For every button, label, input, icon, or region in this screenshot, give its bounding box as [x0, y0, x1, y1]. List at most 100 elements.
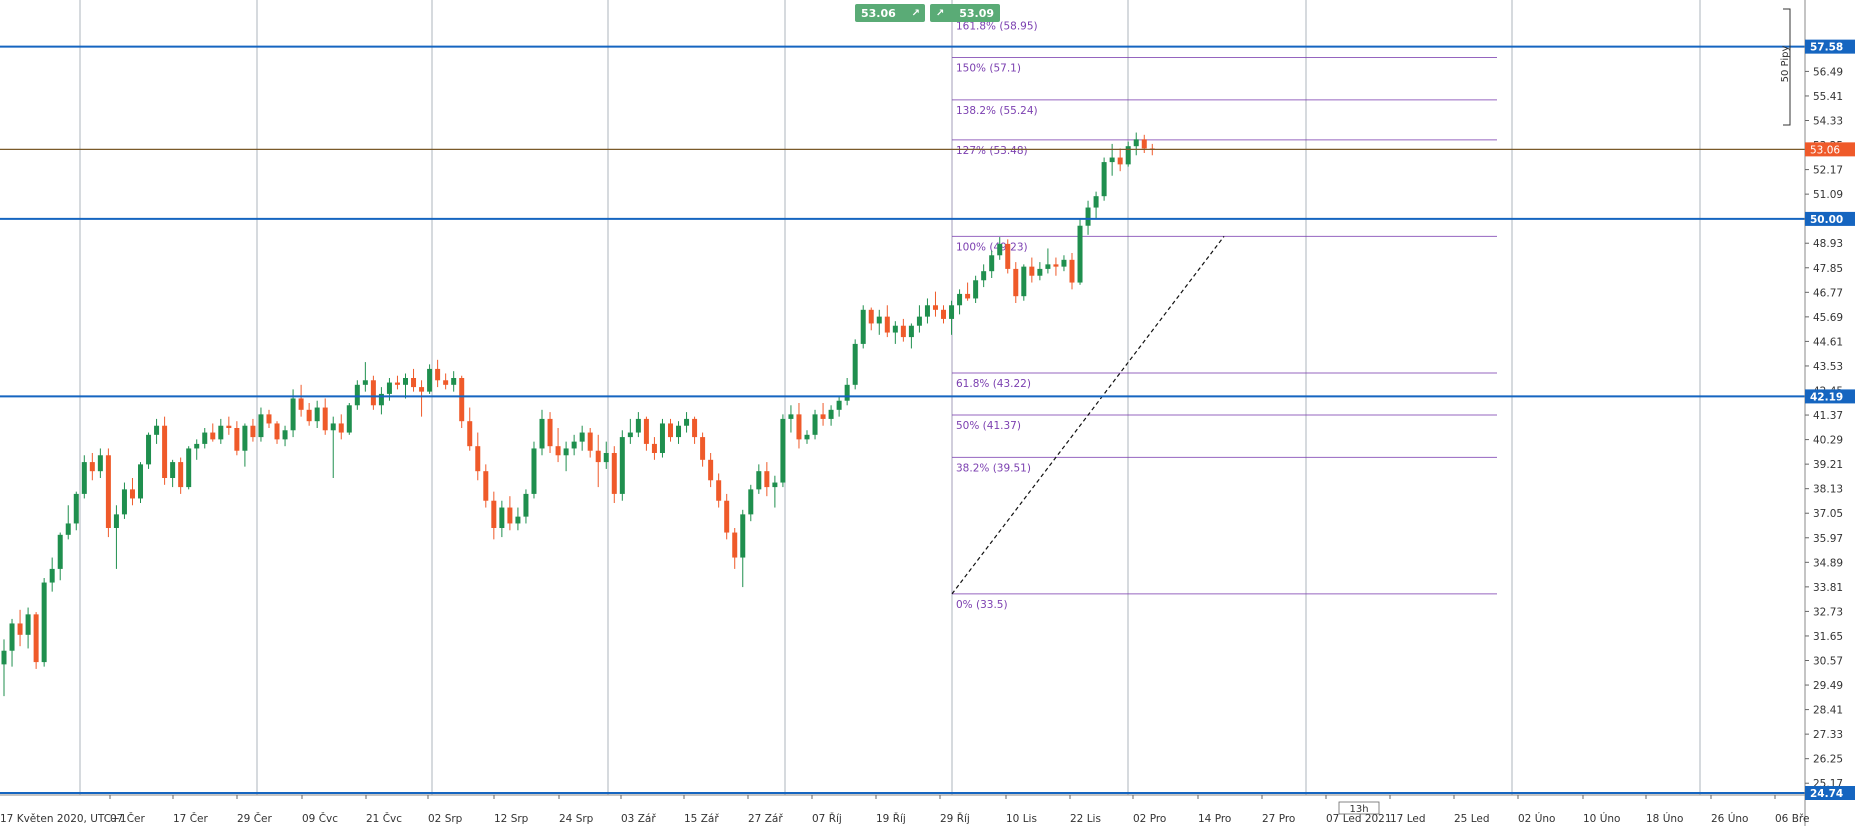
candle-body	[218, 425, 224, 440]
candle-body	[386, 382, 392, 394]
candle-body	[89, 462, 95, 472]
price-tick-label: 40.29	[1813, 435, 1843, 447]
candle-layer	[1, 132, 1155, 697]
candle-body	[9, 623, 15, 651]
candle-body	[716, 480, 722, 501]
candle-body	[419, 387, 425, 392]
candle-body	[394, 382, 400, 385]
price-axis[interactable]: 57.5856.4955.4154.3353.2552.1751.0950.00…	[1804, 0, 1855, 826]
candle-body	[860, 309, 866, 344]
price-tick-label: 33.81	[1813, 582, 1843, 594]
candle-body	[57, 534, 63, 569]
horizontal-line-price-label: 57.58	[1810, 42, 1843, 54]
candle-body	[499, 507, 505, 528]
candle-body	[772, 482, 778, 488]
trend-line[interactable]	[951, 236, 1225, 595]
candle-body	[764, 471, 770, 488]
candle-body	[635, 418, 641, 433]
buy-button[interactable]: ↗ 53.09	[930, 4, 1000, 22]
horizontal-line-price-tag	[1805, 39, 1855, 54]
candle-body	[1037, 268, 1043, 276]
candle-body	[33, 614, 39, 663]
price-tick-label: 44.61	[1813, 336, 1843, 348]
candle-body	[129, 489, 135, 499]
candle-body	[162, 425, 168, 478]
candle-body	[73, 493, 79, 524]
candle-body	[411, 378, 417, 388]
candle-body	[491, 500, 497, 528]
candle-body	[659, 423, 665, 453]
pips-measure[interactable]: 50 Pipy	[1780, 8, 1791, 126]
time-tick-label: 29 Čer	[237, 812, 272, 825]
candle-body	[1133, 139, 1139, 147]
price-tick-label: 41.37	[1813, 410, 1843, 422]
candle-body	[427, 368, 433, 392]
time-tick-label: 10 Lis	[1006, 813, 1037, 825]
price-tick-label: 34.89	[1813, 557, 1843, 569]
candle-body	[571, 441, 577, 449]
candle-body	[724, 500, 730, 533]
fib-level-label: 38.2% (39.51)	[956, 462, 1031, 474]
candle-body	[957, 293, 963, 306]
candle-body	[258, 414, 264, 438]
candle-body	[603, 453, 609, 463]
candle-timer: 13h	[1338, 801, 1380, 815]
candle-body	[908, 325, 914, 338]
candle-body	[338, 423, 344, 433]
fib-level-label: 61.8% (43.22)	[956, 378, 1031, 390]
fib-level-label: 150% (57.1)	[956, 63, 1021, 75]
time-tick-label: 10 Úno	[1583, 812, 1620, 825]
candle-timer-label: 13h	[1349, 804, 1368, 815]
price-tick-label: 32.73	[1813, 606, 1843, 618]
fib-level-label: 127% (53.48)	[956, 145, 1028, 157]
candle-body	[121, 489, 127, 515]
fib-level-label: 0% (33.5)	[956, 599, 1008, 611]
candle-body	[194, 443, 200, 449]
horizontal-line-price-tag	[1805, 211, 1855, 226]
candle-body	[740, 514, 746, 558]
price-tick-label: 28.41	[1813, 705, 1843, 717]
candle-body	[820, 414, 826, 419]
candle-body	[563, 448, 569, 456]
candle-body	[443, 380, 449, 385]
time-tick-label: 17 Čer	[173, 812, 208, 825]
candle-body	[81, 462, 87, 494]
candle-body	[483, 471, 489, 501]
candle-body	[1117, 157, 1123, 165]
price-tick-label: 43.53	[1813, 361, 1843, 373]
price-tick-label: 31.65	[1813, 631, 1843, 643]
time-tick-label: 03 Zář	[621, 813, 656, 825]
candle-body	[266, 414, 272, 424]
candle-body	[113, 514, 119, 528]
candle-body	[627, 432, 633, 438]
candle-body	[467, 421, 473, 447]
candle-body	[105, 455, 111, 528]
candle-body	[290, 398, 296, 431]
candle-body	[17, 623, 23, 635]
candle-body	[1013, 268, 1019, 297]
price-tick-label: 47.85	[1813, 263, 1843, 275]
current-price-label: 53.06	[1810, 144, 1840, 156]
fib-level-label: 138.2% (55.24)	[956, 105, 1038, 117]
candle-body	[138, 464, 144, 499]
arrow-up-right-icon: ↗	[936, 7, 945, 19]
candle-body	[643, 418, 649, 444]
candle-body	[844, 384, 850, 401]
sell-button[interactable]: 53.06 ↗	[855, 4, 925, 22]
candle-body	[1101, 162, 1107, 197]
candle-body	[949, 305, 955, 319]
horizontal-lines-layer[interactable]	[0, 45, 1805, 794]
candle-body	[226, 425, 232, 428]
trend-line-layer[interactable]	[951, 236, 1225, 595]
candle-body	[780, 418, 786, 483]
candle-body	[692, 418, 698, 438]
horizontal-line-price-label: 24.74	[1810, 788, 1843, 800]
time-axis[interactable]: 17 Květen 2020, UTC+107 Čer 17 Čer 29 Čer 0…	[0, 794, 1809, 825]
price-tick-label: 30.57	[1813, 656, 1843, 668]
fibonacci-retracement[interactable]: 0% (33.5) 38.2% (39.51) 50% (41.37) 61.8% (…	[951, 15, 1497, 611]
time-tick-label: 06 Bře	[1775, 813, 1809, 825]
candle-body	[828, 409, 834, 419]
fib-level-label: 50% (41.37)	[956, 420, 1021, 432]
